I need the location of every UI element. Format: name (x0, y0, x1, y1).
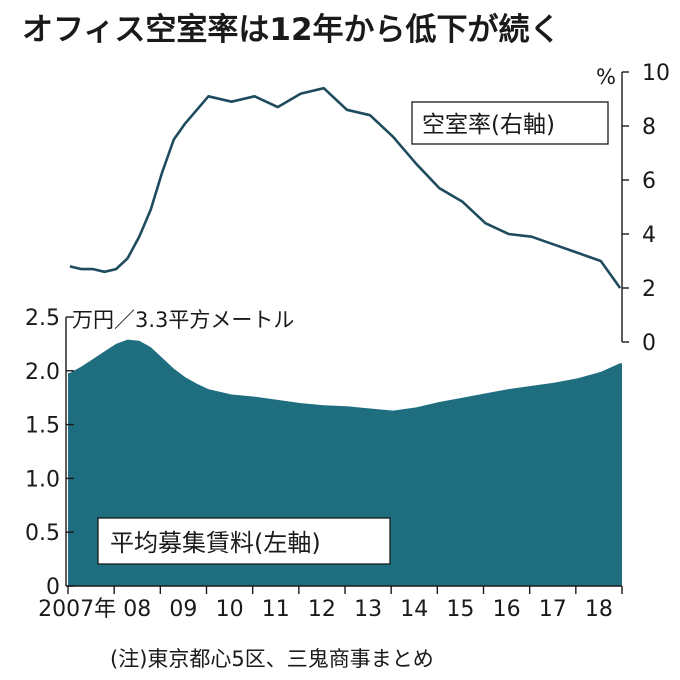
x-axis-tick-label: 12 (308, 597, 336, 622)
chart-title: オフィス空室率は12年から低下が続く (22, 12, 561, 48)
left-axis-tick-label: 2.0 (25, 360, 60, 385)
right-axis: 0 2 4 6 8 10 (621, 61, 670, 356)
vacancy-legend-label: 空室率(右軸) (422, 112, 555, 138)
right-axis-tick-label: 6 (642, 169, 656, 194)
vacancy-legend-box: 空室率(右軸) (411, 101, 609, 145)
x-axis-tick-label: 11 (262, 597, 290, 622)
rent-legend-box: 平均募集賃料(左軸) (97, 517, 391, 565)
left-axis-tick-label: 0 (46, 575, 60, 600)
x-axis-tick-label: 15 (446, 597, 474, 622)
right-axis-tick-label: 10 (642, 61, 670, 86)
left-axis-unit: 万円／3.3平方メートル (72, 308, 294, 332)
left-axis-tick-label: 1.0 (25, 467, 60, 492)
left-axis-tick-label: 2.5 (25, 306, 60, 331)
right-axis-unit: % (596, 65, 616, 89)
x-axis-tick-label: 10 (216, 597, 244, 622)
x-axis-tick-label: 2007年 (38, 597, 116, 622)
x-axis-tick-label: 13 (354, 597, 382, 622)
right-axis-tick-label: 2 (642, 277, 656, 302)
left-axis: 0 0.5 1.0 1.5 2.0 2.5 (25, 306, 74, 600)
left-axis-tick-label: 0.5 (25, 521, 60, 546)
x-axis: 2007年 08 09 10 11 12 13 14 15 16 17 18 (38, 585, 623, 622)
x-axis-tick-label: 17 (539, 597, 567, 622)
source-note: (注)東京都心5区、三鬼商事まとめ (110, 647, 434, 671)
left-axis-tick-label: 1.5 (25, 414, 60, 439)
x-axis-tick-label: 16 (493, 597, 521, 622)
x-axis-tick-label: 18 (585, 597, 613, 622)
right-axis-tick-label: 4 (642, 223, 656, 248)
vacancy-line (69, 86, 622, 289)
vacancy-line-layer (69, 86, 622, 289)
x-axis-tick-label: 09 (169, 597, 197, 622)
x-axis-tick-label: 14 (400, 597, 428, 622)
right-axis-tick-label: 0 (642, 331, 656, 356)
right-axis-tick-label: 8 (642, 115, 656, 140)
x-axis-tick-label: 08 (123, 597, 151, 622)
rent-legend-label: 平均募集賃料(左軸) (110, 529, 321, 557)
